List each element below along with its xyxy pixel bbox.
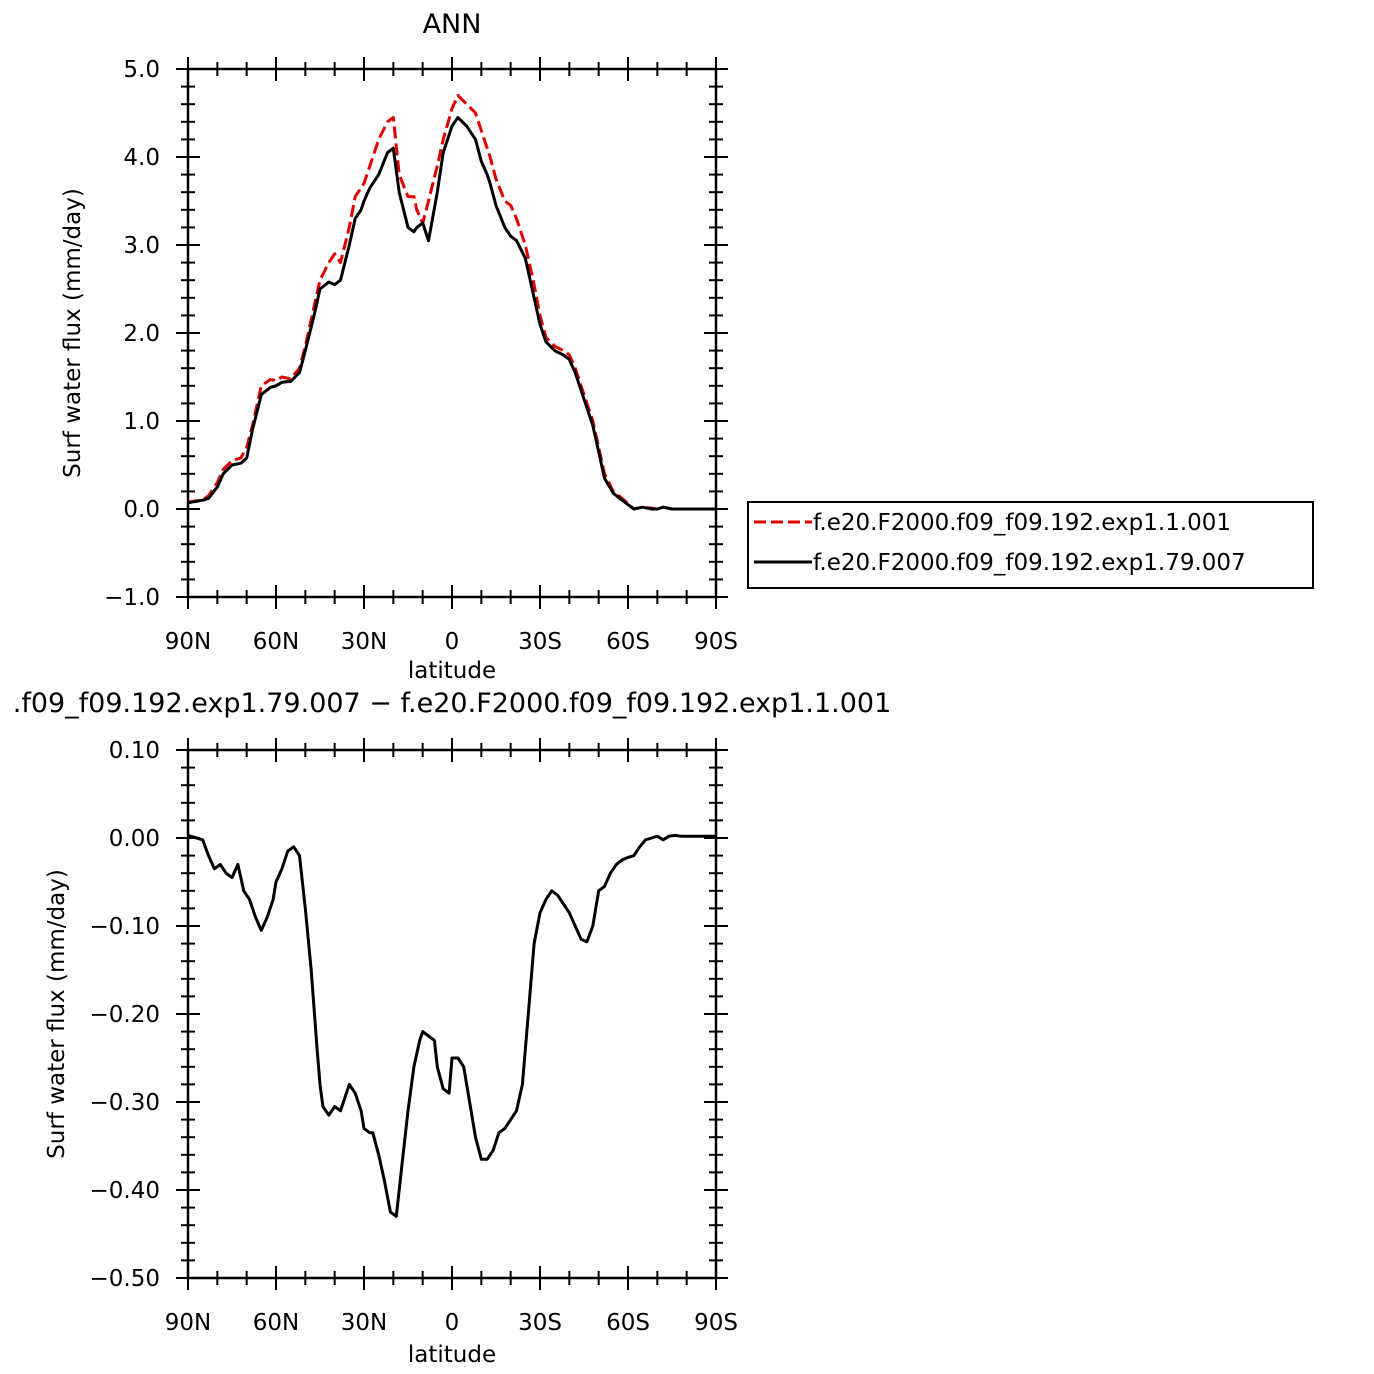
x-tick-label: 30S bbox=[518, 1310, 562, 1336]
plot-frame bbox=[186, 748, 718, 1280]
x-axis-label: latitude bbox=[408, 1342, 496, 1368]
y-tick-label: 4.0 bbox=[123, 145, 160, 171]
x-tick-label: 30N bbox=[341, 629, 387, 655]
y-tick-label: −0.30 bbox=[90, 1090, 160, 1116]
legend: f.e20.F2000.f09_f09.192.exp1.1.001 f.e20.… bbox=[747, 501, 1314, 589]
y-tick-label: 2.0 bbox=[123, 321, 160, 347]
y-tick-label: 0.00 bbox=[109, 826, 160, 852]
y-tick-label: 3.0 bbox=[123, 233, 160, 259]
y-tick-label: −0.10 bbox=[90, 914, 160, 940]
tick-marks bbox=[176, 57, 728, 609]
x-tick-label: 0 bbox=[445, 1310, 460, 1336]
y-tick-label: −0.20 bbox=[90, 1002, 160, 1028]
x-tick-label: 60S bbox=[606, 629, 650, 655]
y-tick-label: −0.50 bbox=[90, 1266, 160, 1292]
legend-label-2: f.e20.F2000.f09_f09.192.exp1.79.007 bbox=[813, 550, 1246, 576]
x-tick-label: 90N bbox=[165, 629, 211, 655]
x-tick-label: 60N bbox=[253, 629, 299, 655]
y-tick-label: 1.0 bbox=[123, 409, 160, 435]
y-tick-label: −0.40 bbox=[90, 1178, 160, 1204]
y-tick-label: 0.0 bbox=[123, 497, 160, 523]
x-tick-label: 90N bbox=[165, 1310, 211, 1336]
y-tick-label: −1.0 bbox=[104, 585, 160, 611]
series-line-1 bbox=[187, 833, 716, 1218]
x-tick-label: 0 bbox=[445, 629, 460, 655]
tick-marks bbox=[176, 738, 728, 1290]
series-line-1 bbox=[187, 93, 716, 511]
x-axis-label: latitude bbox=[408, 658, 496, 684]
x-tick-label: 90S bbox=[694, 629, 738, 655]
x-tick-label: 30S bbox=[518, 629, 562, 655]
chart-title: ANN bbox=[423, 9, 482, 40]
y-tick-label: 5.0 bbox=[123, 57, 160, 83]
x-tick-label: 60N bbox=[253, 1310, 299, 1336]
series-line-2 bbox=[187, 115, 716, 511]
legend-label-1: f.e20.F2000.f09_f09.192.exp1.1.001 bbox=[813, 510, 1231, 536]
y-axis-label: Surf water flux (mm/day) bbox=[60, 188, 86, 478]
plot-frame bbox=[186, 67, 718, 599]
x-tick-label: 30N bbox=[341, 1310, 387, 1336]
x-tick-label: 90S bbox=[694, 1310, 738, 1336]
legend-box bbox=[747, 501, 1314, 589]
y-tick-label: 0.10 bbox=[109, 738, 160, 764]
chart-title: .f09_f09.192.exp1.79.007 − f.e20.F2000.f… bbox=[13, 688, 892, 719]
chart-panel-2: .f09_f09.192.exp1.79.007 − f.e20.F2000.f… bbox=[13, 688, 892, 1368]
y-axis-label: Surf water flux (mm/day) bbox=[44, 869, 70, 1159]
chart-panel-1: ANN 90N 60N 30N 0 30S 60S 90S −1.0 0.0 1.0 2.0 3.0 4.… bbox=[60, 9, 1314, 684]
x-tick-label: 60S bbox=[606, 1310, 650, 1336]
